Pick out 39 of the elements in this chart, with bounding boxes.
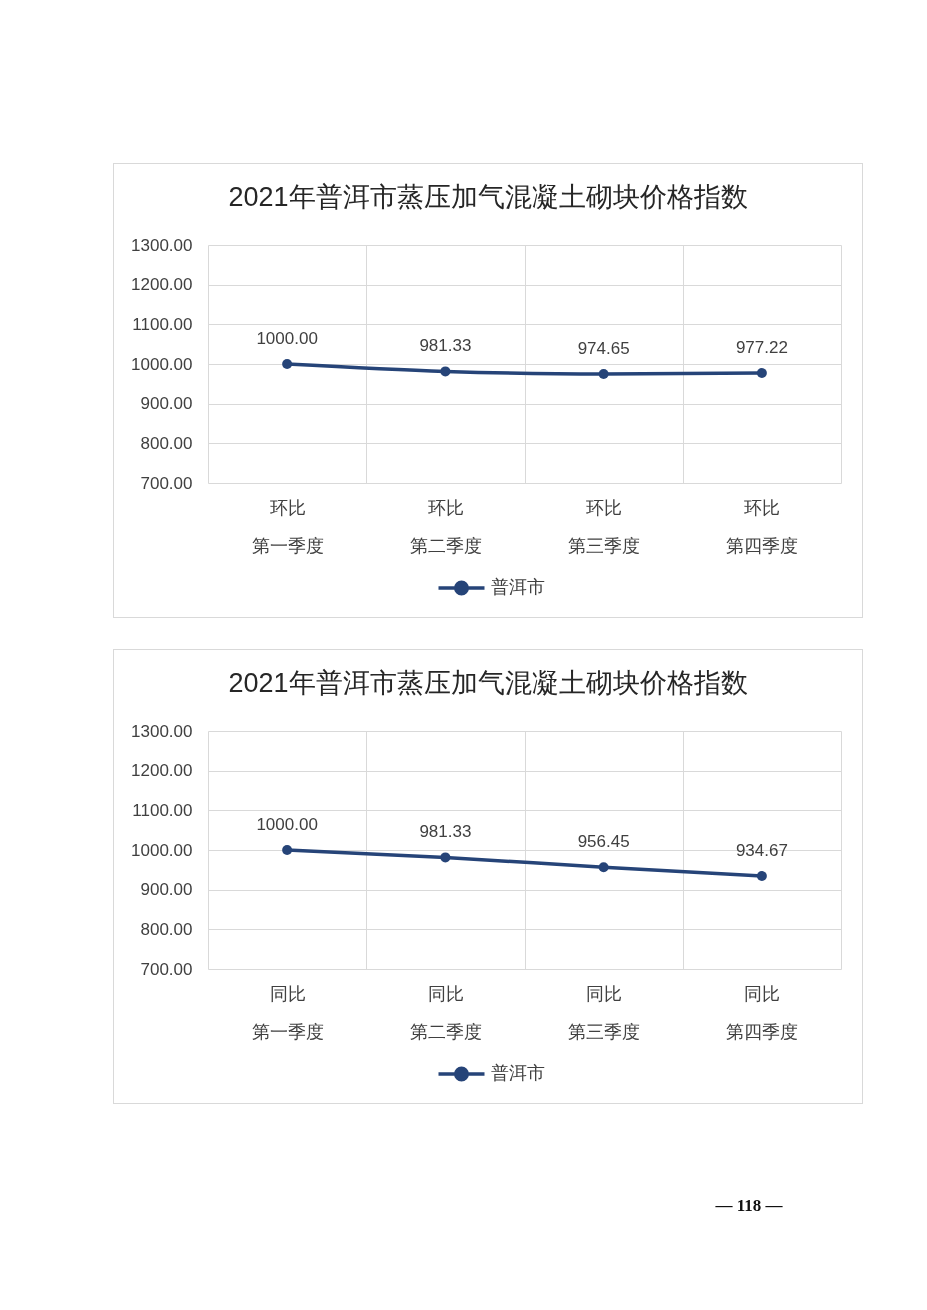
legend-label: 普洱市 — [490, 577, 545, 597]
y-tick-label: 800.00 — [140, 919, 193, 939]
x-tick-label: 同比第一季度 — [251, 983, 324, 1042]
data-label: 981.33 — [419, 336, 472, 356]
x-tick-label: 同比第四季度 — [726, 983, 799, 1042]
chart-title: 2021年普洱市蒸压加气混凝土砌块价格指数 — [228, 668, 748, 698]
y-tick-label: 1100.00 — [132, 800, 193, 820]
y-tick-label: 1000.00 — [131, 354, 193, 374]
x-tick-label: 同比第二季度 — [409, 983, 482, 1042]
y-tick-label: 1200.00 — [131, 761, 193, 781]
x-tick-label: 环比第一季度 — [251, 497, 324, 556]
data-label: 1000.00 — [256, 815, 318, 834]
x-tick-label: 同比第三季度 — [568, 983, 641, 1042]
chart-title: 2021年普洱市蒸压加气混凝土砌块价格指数 — [228, 182, 748, 212]
y-tick-label: 800.00 — [140, 433, 193, 453]
y-tick-label: 1300.00 — [131, 235, 193, 255]
text: — 118 — — [715, 1196, 783, 1216]
point — [282, 845, 293, 855]
y-tick-label: 900.00 — [140, 880, 193, 900]
data-label: 956.45 — [577, 832, 630, 852]
y-tick-label: 1100.00 — [132, 314, 193, 334]
y-tick-label: 900.00 — [140, 394, 193, 414]
x-tick-label: 环比第二季度 — [409, 497, 482, 556]
y-tick-label: 1000.00 — [131, 840, 193, 860]
point — [440, 852, 451, 863]
x-tick-label: 环比第三季度 — [568, 497, 641, 556]
data-label: 981.33 — [419, 822, 472, 842]
data-label: 934.67 — [735, 840, 788, 860]
y-tick-label: 700.00 — [140, 473, 193, 493]
y-tick-label: 700.00 — [140, 959, 193, 979]
data-label: 977.22 — [735, 338, 788, 358]
point — [598, 862, 609, 873]
data-label: 974.65 — [577, 339, 630, 359]
y-tick-label: 1200.00 — [131, 275, 193, 295]
data-label: 1000.00 — [256, 329, 318, 348]
x-tick-label: 环比第四季度 — [726, 497, 799, 556]
y-tick-label: 1300.00 — [131, 721, 193, 741]
legend-label: 普洱市 — [490, 1063, 545, 1083]
point — [756, 870, 767, 881]
